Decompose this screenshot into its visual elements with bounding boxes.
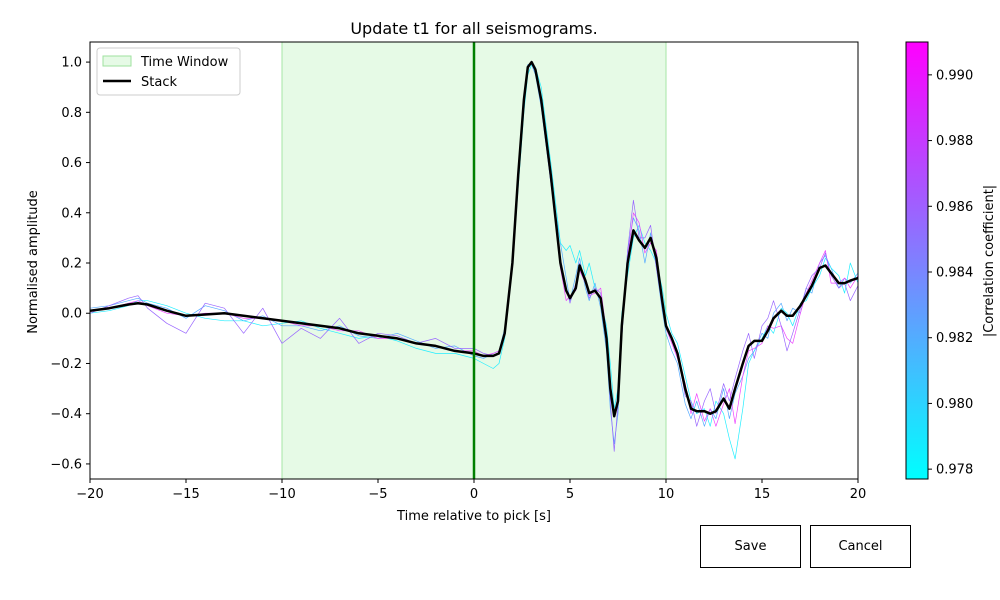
y-tick-label: 0.4 — [61, 206, 82, 221]
colorbar-tick-label: 0.988 — [936, 134, 973, 149]
y-tick-label: 0.6 — [61, 156, 82, 171]
legend-stack-label: Stack — [141, 75, 177, 90]
x-tick-label: 20 — [850, 487, 867, 502]
y-tick-label: 0.0 — [61, 307, 82, 322]
x-axis-label: Time relative to pick [s] — [396, 509, 551, 524]
x-tick-label: 5 — [566, 487, 574, 502]
stack-line — [90, 60, 858, 418]
colorbar-tick-label: 0.984 — [936, 266, 973, 281]
legend-time-window-label: Time Window — [140, 55, 229, 70]
y-tick-label: −0.2 — [50, 357, 82, 372]
y-tick-label: 1.0 — [61, 56, 82, 71]
seismogram-trace-1 — [90, 64, 858, 445]
legend: Time Window Stack — [96, 47, 241, 96]
x-tick-label: −5 — [368, 487, 387, 502]
x-tick-label: 10 — [658, 487, 675, 502]
save-button[interactable]: Save — [700, 525, 801, 568]
legend-box — [96, 47, 241, 96]
colorbar-tick-label: 0.986 — [936, 200, 973, 215]
y-tick-label: −0.6 — [50, 457, 82, 472]
colorbar-label: |Correlation coefficient| — [982, 185, 997, 337]
colorbar-tick-label: 0.990 — [936, 68, 973, 83]
y-axis-label: Normalised amplitude — [26, 190, 41, 334]
y-tick-label: −0.4 — [50, 407, 82, 422]
x-tick-label: −15 — [172, 487, 199, 502]
legend-time-window-swatch — [102, 55, 132, 67]
cancel-button[interactable]: Cancel — [810, 525, 911, 568]
colorbar-tick-label: 0.982 — [936, 331, 973, 346]
x-tick-label: 0 — [470, 487, 478, 502]
colorbar — [905, 41, 929, 480]
x-tick-label: −10 — [268, 487, 295, 502]
y-tick-label: 0.2 — [61, 257, 82, 272]
y-tick-label: 0.8 — [61, 106, 82, 121]
x-tick-label: −20 — [76, 487, 103, 502]
chart-title: Update t1 for all seismograms. — [350, 19, 597, 38]
colorbar-tick-label: 0.978 — [936, 463, 973, 478]
x-tick-label: 15 — [754, 487, 771, 502]
colorbar-tick-label: 0.980 — [936, 397, 973, 412]
